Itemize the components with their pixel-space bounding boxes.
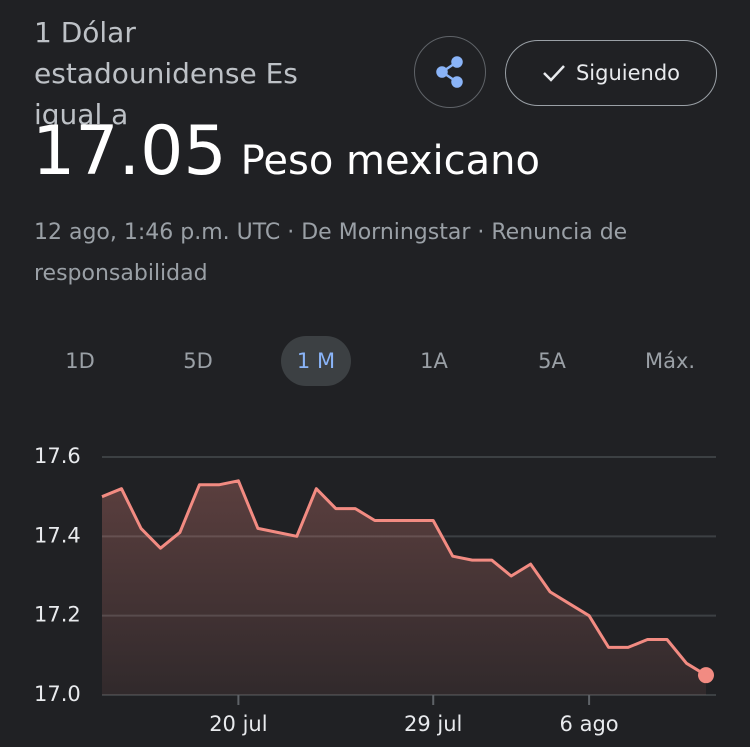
x-tick-label: 6 ago — [560, 712, 619, 736]
line — [101, 479, 707, 677]
conversion-result: 17.05 Peso mexicano — [32, 112, 540, 191]
range-tab[interactable]: 1 M — [281, 336, 351, 386]
range-tab[interactable]: 5A — [538, 349, 566, 373]
source-info: 12 ago, 1:46 p.m. UTC · De Morningstar ·… — [34, 220, 628, 286]
share-button[interactable] — [414, 36, 486, 108]
x-tick-label: 20 jul — [209, 712, 267, 736]
range-tab[interactable]: Máx. — [644, 349, 696, 373]
check-icon — [543, 65, 565, 82]
follow-label: Siguiendo — [575, 61, 681, 85]
x-tick-label: 29 jul — [404, 712, 462, 736]
range-tab[interactable]: 5D — [183, 349, 213, 373]
range-tab[interactable]: 1A — [420, 349, 448, 373]
y-tick-label: 17.0 — [34, 682, 81, 706]
area-fill — [102, 480, 706, 695]
currency-name: Peso mexicano — [240, 138, 540, 184]
y-tick-label: 17.6 — [34, 444, 81, 468]
conversion-label: 1 Dólar estadounidense Es igual a — [34, 16, 298, 131]
share-icon — [436, 56, 463, 88]
range-tab[interactable]: 1D — [65, 349, 95, 373]
y-tick-label: 17.2 — [34, 603, 81, 627]
rate-value: 17.05 — [32, 112, 227, 191]
last-point — [698, 667, 714, 684]
follow-button[interactable]: Siguiendo — [505, 40, 717, 106]
y-tick-label: 17.4 — [34, 523, 81, 547]
